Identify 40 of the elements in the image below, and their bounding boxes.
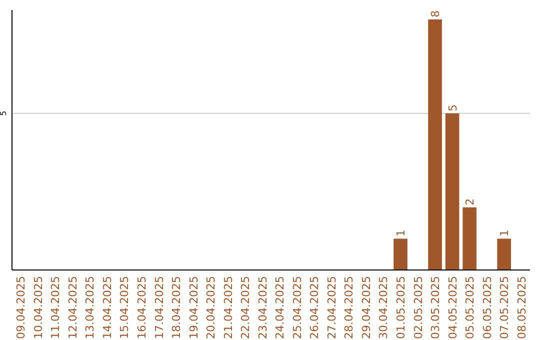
bar bbox=[497, 238, 512, 270]
data-label: 2 bbox=[464, 198, 477, 206]
x-tick-label: 16.04.2025 bbox=[136, 276, 148, 339]
x-tick-label: 12.04.2025 bbox=[66, 276, 80, 339]
x-tick-label: 10.04.2025 bbox=[32, 276, 45, 339]
x-tick-label: 06.05.2025 bbox=[480, 276, 494, 339]
x-tick-label: 13.04.2025 bbox=[84, 276, 97, 339]
x-tick-label: 19.04.2025 bbox=[187, 276, 200, 339]
x-tick-label: 02.05.2025 bbox=[412, 276, 425, 339]
x-tick-label: 05.05.2025 bbox=[464, 276, 477, 339]
x-tick-label: 11.04.2025 bbox=[49, 276, 62, 339]
x-tick-label: 03.05.2025 bbox=[429, 276, 442, 339]
x-tick-label: 26.04.2025 bbox=[308, 276, 322, 339]
x-tick-label: 27.04.2025 bbox=[325, 276, 338, 339]
data-label: 1 bbox=[498, 230, 512, 237]
data-label: 5 bbox=[446, 104, 460, 112]
x-tick-label: 08.05.2025 bbox=[515, 276, 528, 339]
x-tick-label: 29.04.2025 bbox=[360, 276, 373, 339]
data-label: 1 bbox=[394, 230, 408, 237]
bar bbox=[394, 238, 408, 270]
x-tick-label: 18.04.2025 bbox=[170, 276, 184, 339]
x-tick-label: 09.04.2025 bbox=[14, 276, 28, 339]
x-tick-label: 30.04.2025 bbox=[377, 276, 390, 339]
x-tick-label: 15.04.2025 bbox=[118, 276, 132, 339]
x-tick-label: 20.04.2025 bbox=[204, 276, 218, 339]
x-tick-label: 04.05.2025 bbox=[446, 276, 460, 339]
x-tick-label: 22.04.2025 bbox=[239, 276, 252, 339]
x-tick-label: 21.04.2025 bbox=[222, 276, 235, 339]
x-tick-label: 24.04.2025 bbox=[274, 276, 287, 339]
bar bbox=[445, 113, 460, 270]
data-label: 8 bbox=[429, 10, 442, 18]
x-tick-label: 07.05.2025 bbox=[498, 276, 512, 339]
bar bbox=[462, 207, 476, 270]
x-tick-label: 14.04.2025 bbox=[100, 276, 114, 339]
x-tick-label: 17.04.2025 bbox=[152, 276, 166, 339]
x-tick-label: 01.05.2025 bbox=[394, 276, 408, 339]
bar bbox=[428, 19, 442, 270]
x-tick-label: 28.04.2025 bbox=[342, 276, 356, 339]
x-tick-label: 25.04.2025 bbox=[290, 276, 304, 339]
x-tick-label: 23.04.2025 bbox=[256, 276, 270, 339]
